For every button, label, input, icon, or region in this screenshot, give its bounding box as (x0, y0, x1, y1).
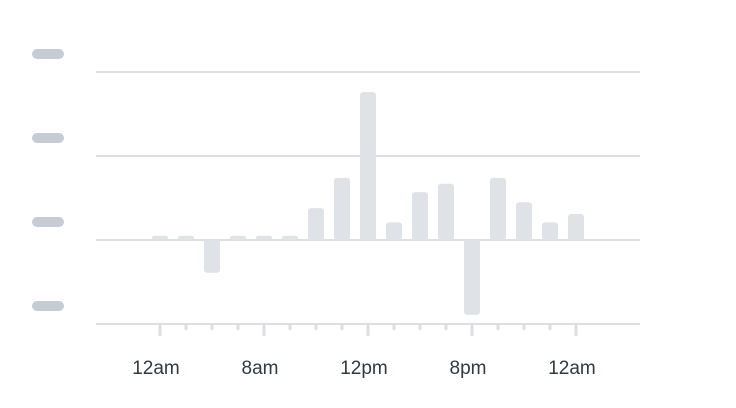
bar (412, 192, 428, 240)
y-tick-placeholder (32, 49, 64, 59)
bar (568, 213, 584, 240)
x-tick-label: 12am (132, 358, 180, 379)
bar (542, 222, 558, 240)
x-tick-label: 12am (548, 358, 596, 379)
y-tick-placeholder (32, 133, 64, 143)
bar (386, 222, 402, 240)
bar (308, 208, 324, 240)
bar (438, 183, 454, 240)
bar (230, 235, 246, 240)
bar (204, 240, 220, 273)
bar (178, 235, 194, 240)
bar (334, 177, 350, 240)
bar (282, 235, 298, 240)
bar (516, 202, 532, 240)
x-tick-label: 12pm (340, 358, 388, 379)
y-tick-placeholder (32, 217, 64, 227)
bar (464, 240, 480, 315)
x-tick-label: 8am (242, 358, 279, 379)
y-tick-placeholder (32, 301, 64, 311)
bar (490, 177, 506, 240)
bar (256, 235, 272, 240)
bar (152, 235, 168, 240)
bar (360, 92, 376, 240)
x-tick-label: 8pm (450, 358, 487, 379)
